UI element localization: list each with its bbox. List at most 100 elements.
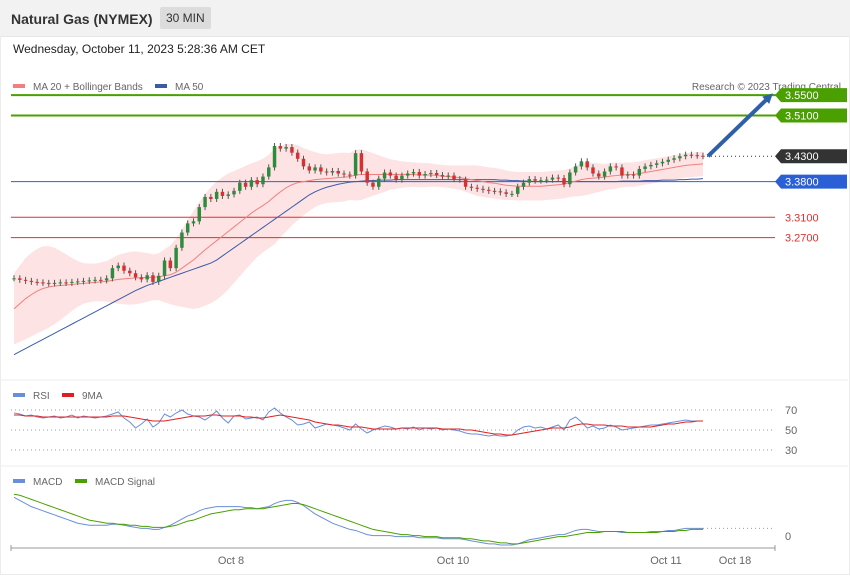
candle-body: [440, 175, 445, 177]
candle-body: [573, 166, 578, 173]
candle-body: [47, 282, 51, 284]
forecast-arrow: [706, 93, 773, 158]
candle-body: [568, 172, 572, 185]
interval-badge[interactable]: 30 MIN: [160, 7, 211, 29]
candle-body: [75, 281, 80, 283]
candle-body: [544, 179, 549, 181]
rsi-tick-label: 70: [785, 405, 797, 417]
resistance-price-tag: [775, 108, 847, 123]
candle-body: [469, 186, 474, 188]
candle-body: [145, 275, 149, 280]
candle-body: [87, 280, 92, 282]
candle-body: [695, 155, 699, 157]
candle-body: [81, 280, 86, 282]
candle-body: [463, 179, 468, 187]
candle-body: [243, 182, 248, 187]
candle-body: [434, 173, 439, 176]
candle-body: [458, 179, 462, 181]
rsi-panel: RSI 9MA 70 50 30: [11, 391, 797, 457]
candle-body: [625, 174, 630, 176]
candle-body: [64, 282, 68, 284]
candle-body: [683, 154, 688, 157]
x-tick-label: Oct 10: [437, 555, 469, 567]
legend-swatch: [155, 84, 167, 88]
candle-body: [185, 223, 190, 233]
legend-swatch: [75, 479, 87, 483]
candle-body: [620, 167, 624, 176]
candle-body: [556, 177, 560, 179]
pivot-label: 3.3800: [785, 177, 819, 189]
candle-body: [533, 179, 537, 181]
rsi-tick-label: 50: [785, 425, 797, 437]
candle-body: [93, 279, 97, 281]
candle-body: [313, 167, 317, 171]
candle-body: [539, 180, 543, 182]
ma50-line: [13, 178, 704, 356]
candle-body: [267, 167, 271, 177]
candle-body: [597, 173, 601, 177]
candle-body: [214, 191, 219, 199]
candle-body: [290, 147, 294, 153]
current-price-tag: [775, 149, 847, 164]
candle-body: [232, 190, 236, 195]
candle-body: [249, 180, 254, 187]
candle-body: [197, 207, 202, 222]
price-panel: MA 20 + Bollinger Bands MA 50 Research © 2…: [0, 82, 848, 467]
candle-body: [527, 179, 532, 183]
candle-body: [672, 158, 676, 160]
macd-zero-label: 0: [785, 531, 791, 543]
candle-body: [191, 221, 196, 224]
candle-body: [660, 161, 665, 164]
candle-body: [128, 270, 132, 274]
candle-body: [342, 173, 346, 175]
legend-label: 9MA: [82, 391, 103, 402]
candle-body: [209, 196, 213, 199]
candle-body: [365, 171, 369, 183]
candle-body: [446, 175, 450, 177]
candle-body: [29, 280, 34, 282]
candle-body: [429, 173, 433, 175]
candle-body: [41, 282, 45, 284]
candle-body: [394, 175, 398, 180]
candle-body: [562, 178, 566, 185]
candle-body: [301, 158, 306, 167]
candle-body: [487, 189, 491, 191]
candle-body: [12, 278, 16, 280]
rsi-tick-label: 30: [785, 445, 797, 457]
candle-body: [122, 265, 126, 271]
candle-body: [353, 153, 358, 176]
candle-body: [220, 191, 225, 196]
candle-body: [591, 167, 595, 174]
legend-swatch: [62, 393, 74, 397]
chart-datetime: Wednesday, October 11, 2023 5:28:36 AM C…: [13, 42, 266, 56]
candle-body: [689, 154, 694, 156]
candle-body: [654, 163, 659, 165]
candle-body: [104, 278, 109, 281]
copyright-text: Research © 2023 Trading Central: [692, 82, 841, 93]
candle-body: [643, 166, 647, 169]
candle-body: [255, 180, 259, 185]
legend-swatch: [13, 84, 25, 88]
candle-body: [666, 159, 670, 162]
support-label: 3.3100: [785, 212, 819, 224]
resistance-price-tag: [775, 88, 847, 103]
candle-body: [180, 232, 184, 248]
chart-header: Natural Gas (NYMEX) 30 MIN: [0, 0, 850, 37]
candle-body: [133, 273, 138, 278]
candle-body: [423, 174, 427, 176]
candle-body: [405, 173, 410, 176]
candle-body: [371, 182, 375, 187]
candle-body: [492, 190, 497, 192]
macd-signal-line: [13, 493, 703, 545]
x-tick-label: Oct 18: [719, 555, 751, 567]
macd-panel: MACD MACD Signal 0: [13, 477, 791, 546]
x-axis: Oct 8 Oct 10 Oct 11 Oct 18: [10, 545, 776, 567]
legend-swatch: [13, 393, 25, 397]
candle-body: [203, 196, 207, 208]
candle-body: [678, 156, 682, 159]
rsi-ma-line: [14, 414, 703, 436]
candle-body: [330, 170, 335, 173]
candle-body: [116, 265, 120, 269]
candle-body: [23, 279, 28, 281]
candle-body: [324, 171, 329, 173]
